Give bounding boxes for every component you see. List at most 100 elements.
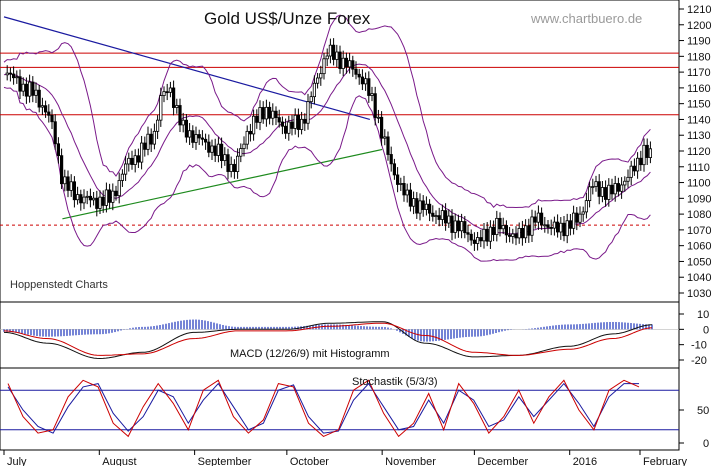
candle-body [504,225,509,236]
candle-body [459,221,464,232]
candle [546,219,550,234]
candle [293,108,297,135]
candle-body [331,44,336,60]
macd-series [0,319,679,360]
x-axis-ticks: July August September October November Decemb… [3,450,688,468]
macd-line [3,321,653,360]
candle [524,219,528,244]
candle [203,133,208,150]
candle [47,104,51,123]
candle-body [472,239,477,244]
candle-body [376,116,381,119]
candle-body [530,216,534,236]
candle-body [395,174,400,185]
candle [440,204,445,227]
candle [184,114,188,143]
candle [280,116,285,135]
candle [360,69,365,91]
candle-body [427,203,432,214]
candle-body [127,157,131,165]
candle-body [277,117,281,123]
candle-body [290,121,294,129]
candle-body [568,220,573,229]
candle-body [319,73,323,79]
candle [581,206,585,222]
candle [56,137,61,164]
candle [104,182,108,213]
candle [568,214,573,236]
candle [8,67,12,82]
candle-body [136,155,140,163]
hoppenstedt-note: Hoppenstedt Charts [10,279,108,291]
price-tick-label: 1090 [687,193,711,205]
candle-body [543,224,547,227]
candle-body [146,133,150,150]
price-tick-label: 1150 [687,99,711,111]
candle-body [536,212,541,223]
candle [533,210,537,229]
candle-body [533,216,537,223]
candle-body [556,221,560,233]
candle-body [203,138,208,143]
candle-body [591,186,595,188]
candle-body [98,196,102,209]
candle-body [309,96,313,103]
price-tick-label: 1110 [687,162,710,174]
candle-body [325,55,329,60]
candle-body [482,228,486,242]
candle-body [293,114,297,129]
candle-body [24,83,29,97]
candle [363,72,368,91]
candle [274,106,278,126]
candle-body [18,76,22,92]
candle [5,65,9,81]
candle-body [546,224,550,228]
macd-tick-label: -20 [691,355,707,367]
stoch-tick-label: 50 [697,405,709,417]
candle-body [114,190,118,197]
candle [520,220,525,246]
candle [395,167,400,193]
candle [181,112,185,133]
candle [200,130,204,146]
candle-body [56,143,61,157]
candle [604,180,608,207]
candle-body [92,197,96,201]
candle-body [642,144,646,166]
stoch-d-line [7,382,639,434]
price-tick-label: 1060 [687,241,711,253]
candle-body [223,154,227,161]
candle-body [229,163,233,172]
candle-body [575,212,579,223]
macd-tick-label: 0 [703,324,709,336]
candle-body [104,189,108,206]
candle-body [437,215,441,220]
candle [543,216,547,233]
candle [197,129,201,145]
candle [267,101,272,125]
candle-body [111,190,115,203]
candle [620,177,624,199]
candle [488,220,493,249]
candle [344,52,349,74]
candle-body [524,225,528,239]
candle-body [604,187,608,200]
candle-body [559,222,563,233]
candle-body [194,134,198,143]
candle-body [11,73,16,79]
price-tick-label: 1180 [687,51,711,63]
candle [456,214,461,238]
candle-body [287,121,291,134]
candle-body [620,184,624,192]
candle-body [162,91,166,96]
candle [124,156,128,181]
candle-body [578,213,582,223]
candle-body [411,198,416,207]
price-tick-label: 1080 [687,209,711,221]
candle-body [66,176,70,191]
trendline-support [62,148,383,220]
candle-body [610,184,614,195]
candle [325,48,329,67]
candle-body [507,234,512,237]
